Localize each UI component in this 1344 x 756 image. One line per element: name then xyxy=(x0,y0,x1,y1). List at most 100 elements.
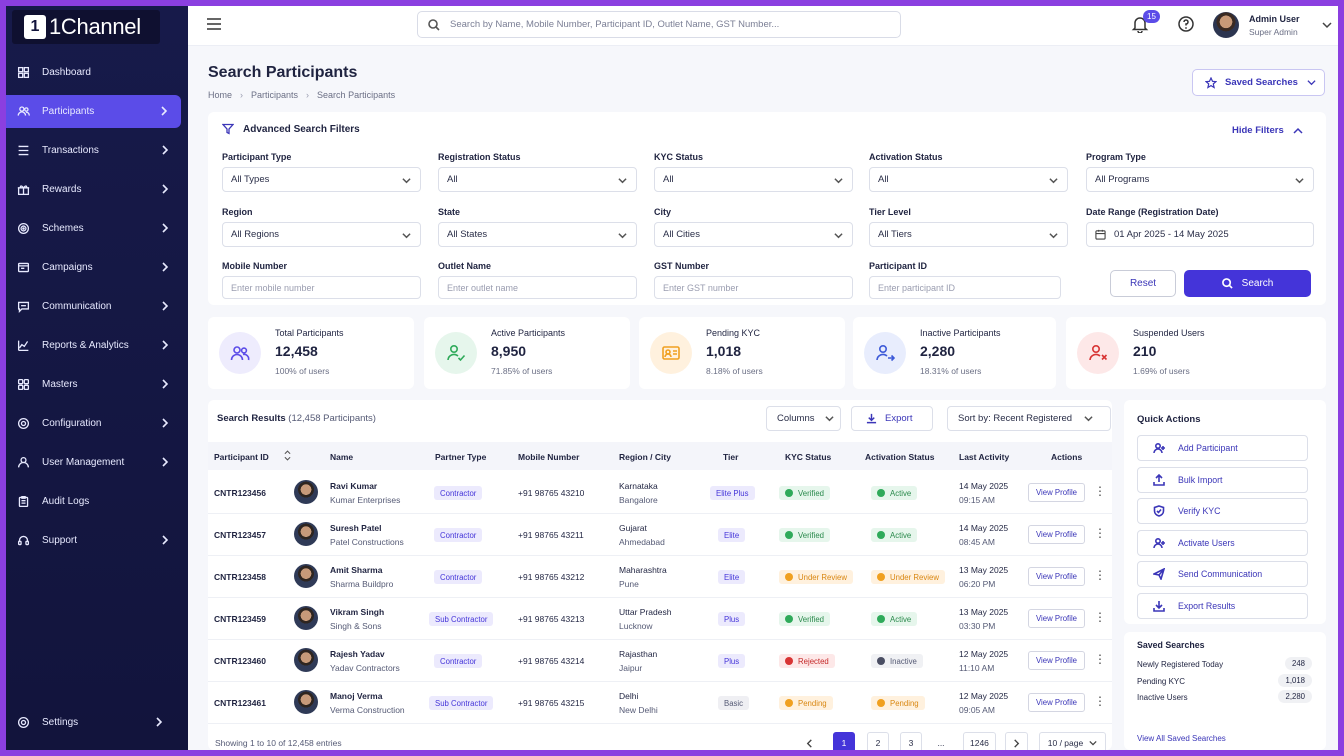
stat-card-pending-kyc[interactable]: Pending KYC 1,018 8.18% of users xyxy=(639,317,845,389)
more-options-icon[interactable]: ⋮ xyxy=(1094,568,1106,582)
table-row[interactable]: CNTR123459 Vikram Singh Singh & Sons Sub Co… xyxy=(208,598,1112,640)
reset-button[interactable]: Reset xyxy=(1110,270,1176,297)
activate-users-button[interactable]: Activate Users xyxy=(1137,529,1308,556)
avatar[interactable] xyxy=(1213,12,1239,38)
bulk-import-button[interactable]: Bulk Import xyxy=(1137,466,1308,493)
saved-search-item[interactable]: Inactive Users 2,280 xyxy=(1137,690,1312,703)
more-options-icon[interactable]: ⋮ xyxy=(1094,526,1106,540)
gift-icon xyxy=(16,183,30,197)
search-button[interactable]: Search xyxy=(1184,270,1311,297)
page-button-2[interactable]: 2 xyxy=(867,732,889,750)
send-communication-button[interactable]: Send Communication xyxy=(1137,561,1308,587)
participant-name[interactable]: Amit Sharma xyxy=(330,565,383,575)
sort-select[interactable]: Sort by: Recent Registered xyxy=(947,406,1111,431)
sort-icon[interactable] xyxy=(284,450,291,463)
page-button-1246[interactable]: 1246 xyxy=(963,732,996,750)
bell-icon[interactable] xyxy=(1131,15,1149,34)
filter-region-select[interactable]: All Regions xyxy=(222,222,421,247)
sidebar-nav: Dashboard Participants Transactions Rewards… xyxy=(6,56,188,563)
view-profile-button[interactable]: View Profile xyxy=(1028,651,1085,670)
saved-searches-button[interactable]: Saved Searches xyxy=(1192,69,1325,96)
page-button-3[interactable]: 3 xyxy=(900,732,922,750)
per-page-select[interactable]: 10 / page xyxy=(1039,732,1106,750)
saved-search-item[interactable]: Newly Registered Today 248 xyxy=(1137,657,1312,670)
filter-participant-type-select[interactable]: All Types xyxy=(222,167,421,192)
export-button[interactable]: Export xyxy=(851,406,933,431)
chevron-down-icon xyxy=(1307,80,1316,86)
more-options-icon[interactable]: ⋮ xyxy=(1094,652,1106,666)
participant-name[interactable]: Ravi Kumar xyxy=(330,481,378,491)
saved-search-item[interactable]: Pending KYC 1,018 xyxy=(1137,673,1312,687)
sidebar-item-audit-logs[interactable]: Audit Logs xyxy=(6,485,182,518)
app-logo[interactable]: 1 1Channel xyxy=(12,10,160,44)
more-options-icon[interactable]: ⋮ xyxy=(1094,694,1106,708)
view-profile-button[interactable]: View Profile xyxy=(1028,567,1085,586)
gst-number-input[interactable]: Enter GST number xyxy=(654,276,853,299)
view-profile-button[interactable]: View Profile xyxy=(1028,609,1085,628)
table-row[interactable]: CNTR123458 Amit Sharma Sharma Buildpro Cont… xyxy=(208,556,1112,598)
stat-label: Active Participants xyxy=(491,328,566,338)
filter-tier-level-select[interactable]: All Tiers xyxy=(869,222,1068,247)
chevron-down-icon xyxy=(1049,178,1058,184)
sidebar-item-support[interactable]: Support xyxy=(6,524,182,557)
sidebar-item-campaigns[interactable]: Campaigns xyxy=(6,251,182,284)
sidebar-item-reports-and-analytics[interactable]: Reports & Analytics xyxy=(6,329,182,362)
mobile-number-input[interactable]: Enter mobile number xyxy=(222,276,421,299)
more-options-icon[interactable]: ⋮ xyxy=(1094,610,1106,624)
menu-icon[interactable] xyxy=(206,17,222,31)
stat-value: 8,950 xyxy=(491,343,527,359)
participant-name[interactable]: Vikram Singh xyxy=(330,607,385,617)
filter-kyc-status-select[interactable]: All xyxy=(654,167,853,192)
view-all-saved-searches-link[interactable]: View All Saved Searches xyxy=(1137,734,1226,743)
sidebar-item-settings[interactable]: Settings xyxy=(6,706,176,739)
outlet-name-input[interactable]: Enter outlet name xyxy=(438,276,637,299)
sidebar-item-participants[interactable]: Participants xyxy=(6,95,181,128)
sidebar-item-user-management[interactable]: User Management xyxy=(6,446,182,479)
stat-card-total-participants[interactable]: Total Participants 12,458 100% of users xyxy=(208,317,414,389)
filter-state-select[interactable]: All States xyxy=(438,222,637,247)
filter-registration-status-select[interactable]: All xyxy=(438,167,637,192)
sidebar-item-communication[interactable]: Communication xyxy=(6,290,182,323)
stat-card-active-participants[interactable]: Active Participants 8,950 71.85% of users xyxy=(424,317,630,389)
filter-program-type-select[interactable]: All Programs xyxy=(1086,167,1314,192)
sidebar-item-schemes[interactable]: Schemes xyxy=(6,212,182,245)
filter-date-range-registration-date-picker[interactable]: 01 Apr 2025 - 14 May 2025 xyxy=(1086,222,1314,247)
view-profile-button[interactable]: View Profile xyxy=(1028,483,1085,502)
sidebar-item-transactions[interactable]: Transactions xyxy=(6,134,182,167)
table-row[interactable]: CNTR123457 Suresh Patel Patel Construction… xyxy=(208,514,1112,556)
verify-kyc-button[interactable]: Verify KYC xyxy=(1137,498,1308,524)
filter-value: All xyxy=(663,174,674,185)
table-row[interactable]: CNTR123456 Ravi Kumar Kumar Enterprises Con… xyxy=(208,472,1112,514)
breadcrumb-home[interactable]: Home xyxy=(208,90,233,100)
breadcrumb-participants[interactable]: Participants xyxy=(251,90,299,100)
participant-id-input[interactable]: Enter participant ID xyxy=(869,276,1061,299)
filter-activation-status-select[interactable]: All xyxy=(869,167,1068,192)
view-profile-button[interactable]: View Profile xyxy=(1028,693,1085,712)
participant-name[interactable]: Suresh Patel xyxy=(330,523,382,533)
stat-card-inactive-participants[interactable]: Inactive Participants 2,280 18.31% of user… xyxy=(853,317,1056,389)
export-results-button[interactable]: Export Results xyxy=(1137,592,1308,619)
sidebar-item-masters[interactable]: Masters xyxy=(6,368,182,401)
filter-city-select[interactable]: All Cities xyxy=(654,222,853,247)
column-header-last-activity: Last Activity xyxy=(959,452,1010,462)
sidebar-item-dashboard[interactable]: Dashboard xyxy=(6,56,182,89)
participant-name[interactable]: Manoj Verma xyxy=(330,691,383,701)
view-profile-button[interactable]: View Profile xyxy=(1028,525,1085,544)
add-participant-button[interactable]: Add Participant xyxy=(1137,435,1308,461)
help-icon[interactable] xyxy=(1178,16,1194,32)
global-search-input[interactable]: Search by Name, Mobile Number, Participa… xyxy=(417,11,901,38)
stat-card-suspended-users[interactable]: Suspended Users 210 1.69% of users xyxy=(1066,317,1326,389)
sidebar-item-rewards[interactable]: Rewards xyxy=(6,173,182,206)
table-row[interactable]: CNTR123460 Rajesh Yadav Yadav Contractors C… xyxy=(208,640,1112,682)
columns-button[interactable]: Columns xyxy=(766,406,841,431)
chevron-left-icon[interactable] xyxy=(798,732,820,750)
table-row[interactable]: CNTR123461 Manoj Verma Verma Construction S… xyxy=(208,682,1112,724)
column-header-participant-id[interactable]: Participant ID xyxy=(214,452,269,462)
sidebar-item-configuration[interactable]: Configuration xyxy=(6,407,182,440)
participant-name[interactable]: Rajesh Yadav xyxy=(330,649,385,659)
page-button-1[interactable]: 1 xyxy=(833,732,855,750)
chevron-down-icon[interactable] xyxy=(1322,20,1332,30)
more-options-icon[interactable]: ⋮ xyxy=(1094,484,1106,498)
chevron-right-icon[interactable] xyxy=(1005,732,1028,750)
hide-filters-button[interactable]: Hide Filters xyxy=(1232,125,1303,136)
